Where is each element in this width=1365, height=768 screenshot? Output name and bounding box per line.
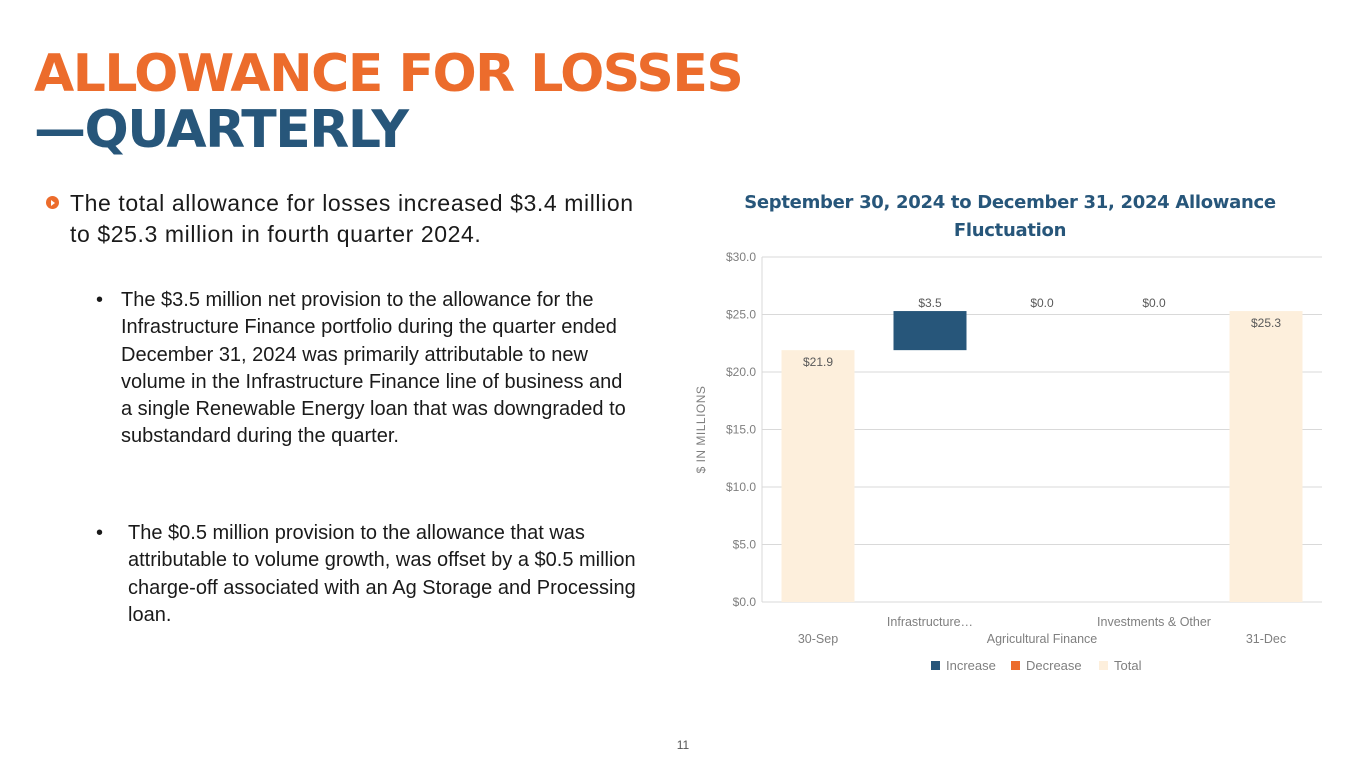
bar-increase [893,311,967,351]
slide-title-line1: ALLOWANCE FOR LOSSES [34,44,744,104]
x-tick-label: 31-Dec [1246,632,1286,646]
y-axis-label: $ IN MILLIONS [694,386,708,474]
y-tick-label: $10.0 [726,480,756,494]
lead-bullet-text: The total allowance for losses increased… [70,190,634,247]
data-label: $0.0 [1030,296,1054,310]
lead-bullet: The total allowance for losses increased… [46,188,636,250]
legend-swatch-decrease [1011,661,1020,670]
data-label: $25.3 [1251,316,1281,330]
chart-title: September 30, 2024 to December 31, 2024 … [744,192,1276,241]
y-tick-label: $15.0 [726,423,756,437]
bar-total [781,350,855,602]
sub-bullet-1-text: The $3.5 million net provision to the al… [121,289,626,448]
page-number: 11 [676,738,690,752]
bullet-dot-icon: • [96,289,104,311]
data-label: $3.5 [918,296,942,310]
orange-arrow-bullet-icon [46,196,59,209]
sub-bullet-1: • The $3.5 million net provision to the … [96,287,636,451]
y-tick-label: $30.0 [726,250,756,264]
data-label: $0.0 [1142,296,1166,310]
waterfall-chart: $0.0 $5.0 $10.0 $15.0 $20.0 $25.0 $30.0 $ IN MI… [694,250,1322,673]
legend-swatch-increase [931,661,940,670]
x-tick-label: Investments & Other [1097,615,1211,629]
y-tick-label: $0.0 [733,595,757,609]
sub-bullet-2: • The $0.5 million provision to the allo… [96,520,641,629]
x-tick-label: Agricultural Finance [987,632,1098,646]
data-label: $21.9 [803,355,833,369]
legend-label: Decrease [1026,658,1082,673]
y-tick-label: $5.0 [733,538,757,552]
bar-total [1229,311,1303,602]
bullet-dot-icon: • [96,522,104,544]
legend-swatch-total [1099,661,1108,670]
sub-bullet-2-text: The $0.5 million provision to the allowa… [128,522,636,626]
x-tick-label: Infrastructure… [887,615,973,629]
slide-title-line2: —QUARTERLY [34,100,409,160]
y-tick-label: $20.0 [726,365,756,379]
y-tick-label: $25.0 [726,308,756,322]
legend-label: Total [1114,658,1142,673]
legend-label: Increase [946,658,996,673]
x-tick-label: 30-Sep [798,632,838,646]
